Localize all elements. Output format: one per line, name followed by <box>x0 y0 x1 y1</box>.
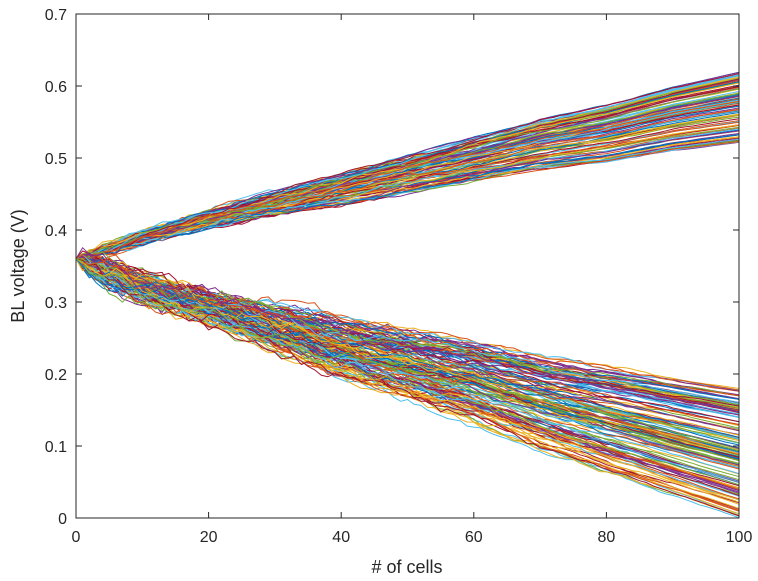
upper-series-line <box>75 101 740 260</box>
y-tick-label: 0.3 <box>45 295 67 312</box>
x-axis-label: # of cells <box>371 557 442 577</box>
x-tick-label: 100 <box>726 529 753 546</box>
lower-series-line <box>75 258 740 462</box>
lower-series-line <box>75 257 740 400</box>
lower-series-line <box>75 247 740 413</box>
lower-series-line <box>75 258 740 517</box>
y-axis-label: BL voltage (V) <box>8 209 28 322</box>
lower-series-line <box>75 258 740 408</box>
upper-series-line <box>75 127 740 260</box>
upper-series-line <box>75 88 740 260</box>
y-tick-label: 0.1 <box>45 439 67 456</box>
y-tick-label: 0.5 <box>45 151 67 168</box>
upper-series-line <box>75 109 740 260</box>
upper-series-line <box>75 139 740 260</box>
lower-series-line <box>75 258 740 423</box>
y-tick-label: 0.6 <box>45 79 67 96</box>
upper-series-line <box>75 73 740 261</box>
lower-series-line <box>75 258 740 432</box>
lower-series-line <box>75 258 740 438</box>
y-axis-ticks: 0 0.1 0.2 0.3 0.4 0.5 0.6 0.7 <box>45 7 739 528</box>
lower-series-line <box>75 258 740 439</box>
lower-series-line <box>75 258 740 458</box>
upper-series-line <box>75 140 740 260</box>
upper-series-line <box>75 124 740 260</box>
upper-series-line <box>75 74 740 260</box>
series-traces <box>75 71 740 519</box>
upper-series-line <box>75 136 740 260</box>
x-tick-label: 60 <box>465 529 483 546</box>
lower-series-line <box>75 257 740 391</box>
plot-frame <box>75 13 740 519</box>
upper-series-line <box>75 126 740 260</box>
y-tick-label: 0.4 <box>45 223 67 240</box>
lower-series-line <box>75 254 740 483</box>
lower-series-line <box>75 257 740 406</box>
y-tick-label: 0 <box>58 511 67 528</box>
lower-series-line <box>75 258 740 404</box>
x-tick-label: 0 <box>72 529 81 546</box>
upper-series-line <box>75 81 740 260</box>
lower-series-line <box>75 258 740 391</box>
lower-series-line <box>75 258 740 475</box>
lower-series-line <box>75 253 740 413</box>
lower-series-line <box>75 258 740 501</box>
x-tick-label: 40 <box>332 529 350 546</box>
y-tick-label: 0.7 <box>45 7 67 24</box>
x-tick-label: 80 <box>598 529 616 546</box>
lower-series-line <box>75 258 740 455</box>
x-axis-ticks: 0 20 40 60 80 100 <box>72 14 753 546</box>
x-tick-label: 20 <box>200 529 218 546</box>
lower-series-line <box>75 258 740 431</box>
y-tick-label: 0.2 <box>45 367 67 384</box>
upper-series-line <box>75 134 740 260</box>
upper-series-line <box>75 130 740 260</box>
